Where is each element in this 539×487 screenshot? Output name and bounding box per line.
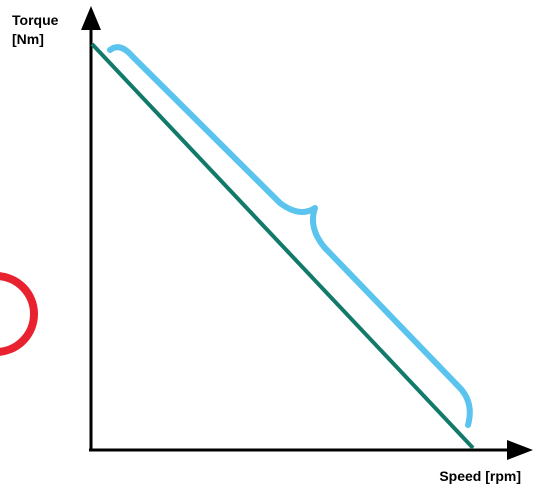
y-axis-label-line1: Torque xyxy=(12,12,59,28)
x-axis-label: Speed [rpm] xyxy=(439,468,521,484)
torque-speed-line xyxy=(90,42,475,450)
y-axis-label-line2: [Nm] xyxy=(12,31,44,47)
curly-brace xyxy=(107,44,473,428)
x-axis-arrow-icon xyxy=(507,440,533,460)
y-axis-arrow-icon xyxy=(81,6,101,30)
red-circle-marker xyxy=(0,272,38,356)
